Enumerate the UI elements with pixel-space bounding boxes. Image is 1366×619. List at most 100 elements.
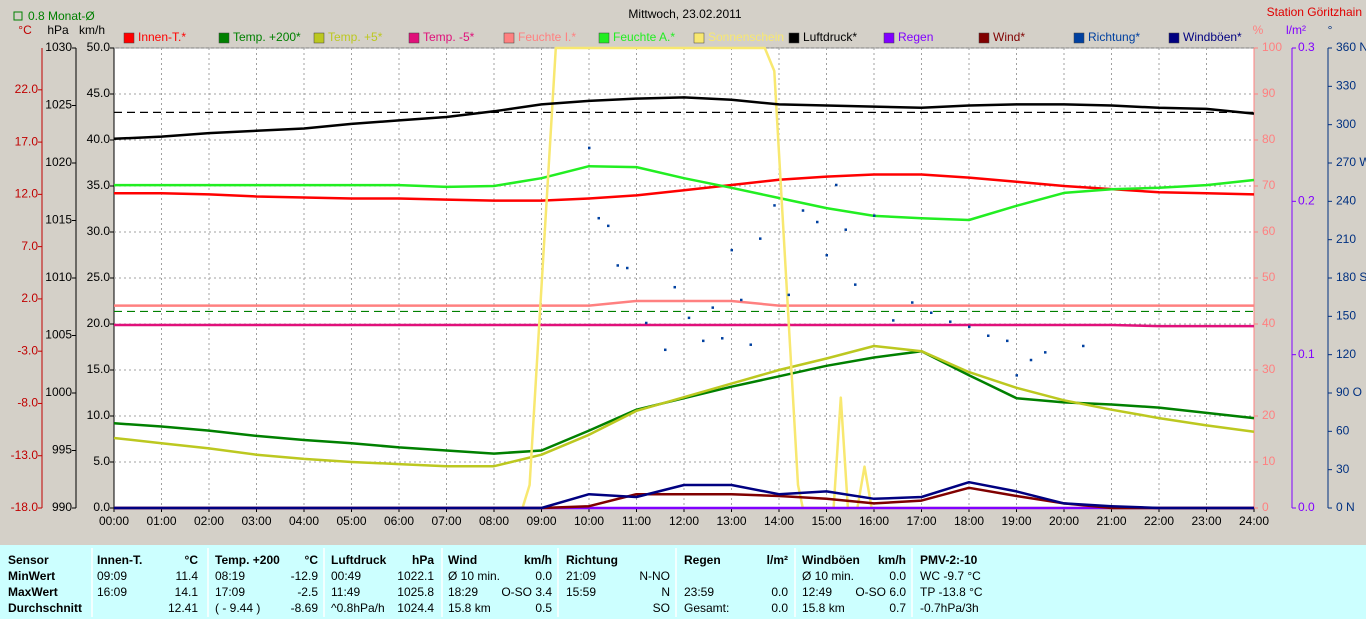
y-tick-label: 45.0 bbox=[87, 86, 111, 100]
legend-label: Temp. +200* bbox=[233, 30, 301, 44]
x-tick-label: 13:00 bbox=[716, 514, 746, 528]
y-tick-label: 90 O bbox=[1336, 385, 1362, 399]
direction-dot bbox=[616, 264, 619, 267]
stats-cell: 1024.4 bbox=[397, 601, 434, 615]
stats-cell: 0.0 bbox=[771, 585, 788, 599]
y-tick-label: 100 bbox=[1262, 40, 1282, 54]
y-tick-label: 0 N bbox=[1336, 500, 1355, 514]
stats-cell: Sensor bbox=[8, 553, 49, 567]
direction-dot bbox=[892, 319, 895, 322]
direction-dot bbox=[1006, 339, 1009, 343]
direction-dot bbox=[787, 293, 790, 297]
stats-cell: -8.69 bbox=[291, 601, 319, 615]
x-tick-label: 14:00 bbox=[764, 514, 794, 528]
series-line bbox=[114, 323, 1254, 328]
y-tick-label: 1030 bbox=[45, 40, 72, 54]
stats-cell: Innen-T. bbox=[97, 553, 142, 567]
direction-dot bbox=[968, 325, 971, 329]
legend-label: Innen-T.* bbox=[138, 30, 186, 44]
legend-swatch bbox=[1073, 32, 1085, 44]
legend-swatch bbox=[788, 32, 800, 44]
stats-cell: l/m² bbox=[767, 553, 788, 567]
y-tick-label: 20 bbox=[1262, 408, 1276, 422]
direction-dot bbox=[825, 254, 828, 257]
direction-dot bbox=[702, 339, 705, 343]
x-tick-label: 04:00 bbox=[289, 514, 319, 528]
y-tick-label: 60 bbox=[1336, 424, 1350, 438]
direction-dot bbox=[597, 216, 600, 220]
direction-dot bbox=[1015, 374, 1018, 377]
legend-label: Sonnenschein bbox=[708, 30, 784, 44]
x-tick-label: 21:00 bbox=[1096, 514, 1126, 528]
axis-unit: l/m² bbox=[1286, 23, 1306, 37]
legend-swatch bbox=[123, 32, 135, 44]
y-tick-label: 0 bbox=[1262, 500, 1269, 514]
stats-cell: 17:09 bbox=[215, 585, 245, 599]
x-tick-label: 06:00 bbox=[384, 514, 414, 528]
legend-swatch bbox=[1168, 32, 1180, 44]
direction-dot bbox=[844, 228, 847, 231]
legend-label: Feuchte I.* bbox=[518, 30, 576, 44]
y-tick-label: 20.0 bbox=[87, 316, 111, 330]
monthly-average-icon bbox=[13, 11, 23, 21]
legend-swatch bbox=[693, 32, 705, 44]
direction-dot bbox=[711, 306, 714, 309]
stats-cell: 0.7 bbox=[889, 601, 906, 615]
stats-cell: N-NO bbox=[639, 569, 670, 583]
stats-cell: °C bbox=[305, 553, 319, 567]
stats-cell: -12.9 bbox=[291, 569, 319, 583]
x-tick-label: 18:00 bbox=[954, 514, 984, 528]
y-tick-label: 240 bbox=[1336, 194, 1356, 208]
y-tick-label: 150 bbox=[1336, 309, 1356, 323]
stats-cell: Luftdruck bbox=[331, 553, 387, 567]
stats-cell: km/h bbox=[878, 553, 906, 567]
stats-cell: PMV-2:-10 bbox=[920, 553, 978, 567]
axis-unit: % bbox=[1253, 23, 1264, 37]
x-tick-label: 16:00 bbox=[859, 514, 889, 528]
y-tick-label: 0.1 bbox=[1298, 347, 1315, 361]
y-tick-label: 300 bbox=[1336, 117, 1356, 131]
x-tick-label: 10:00 bbox=[574, 514, 604, 528]
stats-cell: 12:49 bbox=[802, 585, 832, 599]
stats-cell: ^0.8hPa/h bbox=[331, 601, 385, 615]
direction-dot bbox=[673, 285, 676, 289]
y-tick-label: 1005 bbox=[45, 328, 72, 342]
direction-dot bbox=[687, 316, 691, 320]
stats-cell: O-SO 3.4 bbox=[501, 585, 552, 599]
stats-cell: °C bbox=[185, 553, 199, 567]
x-tick-label: 23:00 bbox=[1191, 514, 1221, 528]
direction-dot bbox=[801, 209, 805, 212]
x-tick-label: 11:00 bbox=[622, 514, 651, 528]
stats-cell: 0.0 bbox=[535, 569, 552, 583]
stats-cell: hPa bbox=[412, 553, 434, 567]
direction-dot bbox=[607, 224, 610, 228]
stats-cell: -0.7hPa/3h bbox=[920, 601, 979, 615]
y-tick-label: 995 bbox=[52, 443, 72, 457]
axis-unit: °C bbox=[18, 23, 32, 37]
y-tick-label: -3.0 bbox=[17, 343, 38, 357]
legend-label: Windböen* bbox=[1183, 30, 1242, 44]
legend-label: Richtung* bbox=[1088, 30, 1140, 44]
stats-cell: ( - 9.44 ) bbox=[215, 601, 260, 615]
legend-label: Temp. +5* bbox=[328, 30, 383, 44]
stats-cell: O-SO 6.0 bbox=[855, 585, 906, 599]
y-tick-label: 17.0 bbox=[15, 134, 39, 148]
y-tick-label: 1020 bbox=[45, 155, 72, 169]
stats-cell: Richtung bbox=[566, 553, 618, 567]
stats-cell: MaxWert bbox=[8, 585, 58, 599]
direction-dot bbox=[930, 311, 933, 314]
stats-cell: 18:29 bbox=[448, 585, 478, 599]
y-tick-label: 270 W bbox=[1336, 155, 1366, 169]
direction-dot bbox=[645, 321, 648, 325]
stats-panel bbox=[0, 545, 1366, 619]
legend-swatch bbox=[883, 32, 895, 44]
stats-cell: 0.0 bbox=[889, 569, 906, 583]
series-line bbox=[114, 173, 1255, 202]
legend-swatch bbox=[408, 32, 420, 44]
legend-label: Temp. -5* bbox=[423, 30, 475, 44]
direction-dot bbox=[1029, 358, 1033, 362]
direction-dot bbox=[816, 220, 819, 224]
y-tick-label: -8.0 bbox=[17, 396, 38, 410]
y-tick-label: 5.0 bbox=[93, 454, 110, 468]
